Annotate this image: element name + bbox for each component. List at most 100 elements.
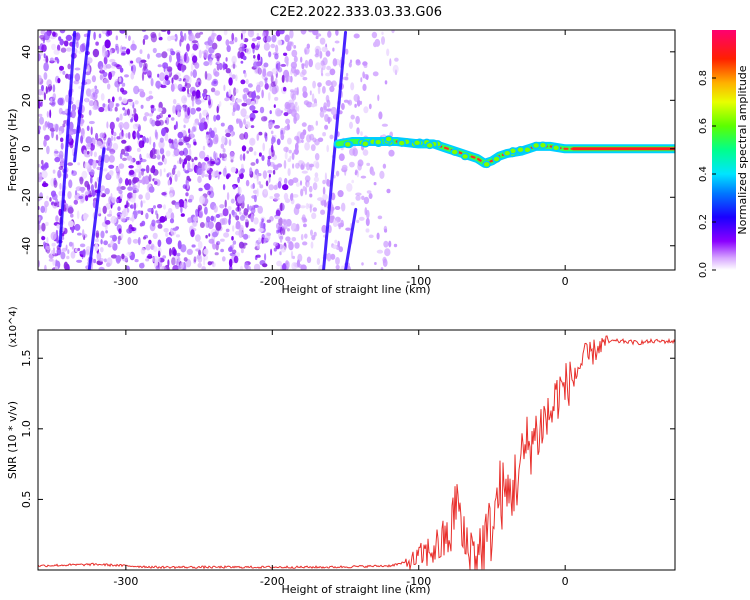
spectrogram-noise-blob <box>220 238 225 242</box>
spectrogram-noise-blob <box>323 199 327 208</box>
spectrogram-noise-blob <box>316 258 321 265</box>
spectrogram-noise-blob <box>202 145 206 151</box>
spectrogram-noise-blob <box>204 174 209 178</box>
spectrogram-noise-blob <box>38 88 43 96</box>
spectrogram-noise-blob <box>65 94 70 103</box>
spectrogram-noise-blob <box>208 238 215 244</box>
spectrogram-noise-blob <box>94 181 98 189</box>
spectrogram-noise-blob <box>119 113 123 121</box>
spectrogram-noise-blob <box>245 47 252 55</box>
spectrogram-noise-blob <box>147 70 152 78</box>
spectrogram-noise-blob <box>212 243 217 250</box>
spectrogram-noise-blob <box>251 42 256 50</box>
spectrogram-noise-blob <box>311 212 317 220</box>
spectrogram-noise-blob <box>314 153 320 161</box>
spectrogram-noise-blob <box>132 238 139 244</box>
spectrogram-noise-blob <box>330 253 336 260</box>
spectrogram-noise-blob <box>266 71 274 77</box>
spectrogram-noise-blob <box>112 142 119 151</box>
spectrogram-noise-blob <box>366 162 371 166</box>
spectrogram-noise-blob <box>68 179 73 189</box>
spectrogram-noise-blob <box>231 236 234 241</box>
spectrogram-noise-blob <box>209 127 213 134</box>
spectrogram-noise-blob <box>276 260 282 267</box>
spectrogram-streak <box>322 30 348 270</box>
spectrogram-noise-blob <box>240 60 244 64</box>
spectrogram-noise-blob <box>291 262 298 270</box>
spectrogram-noise-blob <box>174 33 178 42</box>
spectrogram-noise-blob <box>225 228 230 233</box>
spectrogram-noise-blob <box>221 217 228 225</box>
spectrogram-noise-blob <box>134 168 140 173</box>
spectrogram-noise-blob <box>53 49 60 55</box>
spectrogram-noise-blob <box>194 118 199 124</box>
spectrogram-noise-blob <box>110 254 118 259</box>
spectrogram-noise-blob <box>104 50 109 59</box>
spectrogram-noise-blob <box>67 207 74 214</box>
spectrogram-noise-blob <box>335 170 340 177</box>
spectrogram-noise-blob <box>83 213 89 218</box>
spectrogram-noise-blob <box>63 261 69 270</box>
spectrogram-noise-blob <box>284 151 288 160</box>
snr-panel: -300 -200 -100 0 0.5 1.0 1.5 Height of straig… <box>6 306 676 596</box>
spectrogram-noise-blob <box>225 68 231 74</box>
spectrogram-noise-blob <box>84 162 90 169</box>
spectrogram-noise-blob <box>38 96 41 101</box>
spectrogram-noise-blob <box>134 100 139 105</box>
spectrogram-noise-blob <box>55 134 59 141</box>
spectrogram-noise-blob <box>244 72 247 78</box>
spectrogram-noise-blob <box>127 108 130 116</box>
spectrogram-noise-blob <box>249 228 256 232</box>
spectrogram-noise-blob <box>253 217 259 225</box>
spectrogram-noise-blob <box>243 32 246 42</box>
spectrogram-noise-blob <box>67 162 73 166</box>
spectrogram-noise-blob <box>115 255 121 264</box>
spectrogram-noise-blob <box>213 68 217 76</box>
spectrogram-noise-blob <box>292 163 295 169</box>
spectrogram-noise-blob <box>201 266 206 270</box>
spectrogram-noise-blob <box>325 72 331 77</box>
spectrogram-noise-blob <box>38 113 43 117</box>
spectrogram-noise-blob <box>137 181 140 189</box>
spectrogram-noise-blob <box>191 98 195 107</box>
x-tick-label: 0 <box>562 275 569 288</box>
spectrogram-noise-blob <box>257 53 261 61</box>
spectrogram-noise-blob <box>152 232 158 240</box>
spectrogram-noise-blob <box>127 35 131 41</box>
spectrogram-noise-blob <box>108 155 115 163</box>
spectrogram-noise-blob <box>263 188 268 195</box>
spectrogram-noise-blob <box>121 82 126 87</box>
spectrogram-noise-blob <box>213 151 217 160</box>
y-tick-label: 0 <box>20 145 33 152</box>
spectrogram-noise-blob <box>163 204 166 210</box>
spectrogram-noise-blob <box>242 55 247 61</box>
spectrogram-noise-blob <box>89 143 95 151</box>
spectrogram-noise-blob <box>117 206 121 212</box>
spectrogram-noise-blob <box>112 131 117 137</box>
spectrogram-noise-blob <box>286 123 290 130</box>
spectrogram-noise-blob <box>41 236 46 241</box>
spectrogram-noise-blob <box>186 175 190 181</box>
spectrogram-noise-blob <box>329 134 334 140</box>
spectrogram-noise-blob <box>261 218 265 223</box>
spectrogram-noise-blob <box>288 241 294 251</box>
signal-track-blob <box>531 141 541 150</box>
spectrogram-noise-blob <box>190 71 193 77</box>
spectrogram-noise-blob <box>173 148 180 157</box>
spectrogram-noise-blob <box>118 163 125 169</box>
spectrogram-noise-blob <box>184 170 190 174</box>
spectrogram-noise-blob <box>188 128 191 134</box>
spectrogram-noise-blob <box>214 252 219 256</box>
spectrogram-noise-blob <box>85 71 91 76</box>
spectrogram-noise-blob <box>141 220 146 227</box>
spectrogram-noise-blob <box>381 123 388 127</box>
spectrogram-noise-blob <box>320 209 326 215</box>
snr-y-multiplier: (x10^4) <box>8 306 19 347</box>
spectrogram-noise-blob <box>75 32 81 41</box>
spectrogram-noise-blob <box>288 149 292 154</box>
spectrogram-noise-blob <box>322 57 328 66</box>
spectrogram-noise-blob <box>273 184 278 191</box>
spectrogram-noise-blob <box>170 50 176 56</box>
spectrogram-noise-blob <box>136 164 142 169</box>
spectrogram-noise-blob <box>185 83 191 89</box>
